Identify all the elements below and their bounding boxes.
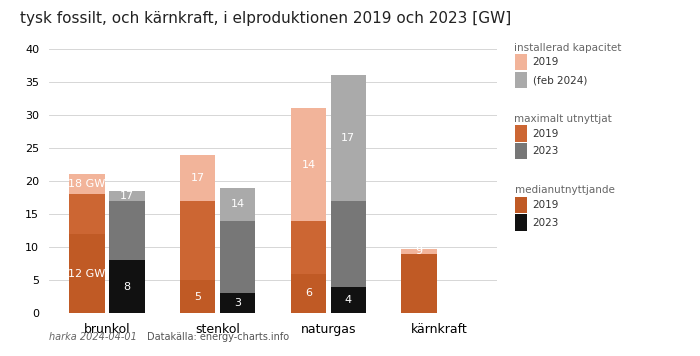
Bar [220,293,256,313]
Bar [330,201,366,287]
Bar [330,75,366,201]
Bar [401,249,437,254]
Text: tysk fossilt, och kärnkraft, i elproduktionen 2019 och 2023 [GW]: tysk fossilt, och kärnkraft, i elprodukt… [20,11,512,26]
Bar [220,188,256,221]
Text: 6: 6 [305,288,312,298]
Text: harka 2024-04-01: harka 2024-04-01 [49,332,137,342]
Bar [290,221,326,274]
Bar [330,287,366,313]
Bar [69,174,105,194]
Bar [220,221,256,293]
Bar [109,191,145,201]
Text: 14: 14 [230,199,244,209]
Bar [290,108,326,221]
Bar [109,260,145,313]
Text: 2019: 2019 [533,57,559,67]
Text: 5: 5 [194,292,201,302]
Text: 17: 17 [341,133,356,143]
Text: 2023: 2023 [533,218,559,227]
Text: 9: 9 [416,246,423,256]
Text: 14: 14 [302,159,316,169]
Text: Datakälla: energy-charts.info: Datakälla: energy-charts.info [147,332,289,342]
Text: 17: 17 [190,173,205,183]
Bar [69,194,105,234]
Bar [180,201,216,280]
Text: 2023: 2023 [533,146,559,156]
Bar [69,234,105,313]
Bar [401,254,437,313]
Text: (feb 2024): (feb 2024) [533,75,587,85]
Bar [180,280,216,313]
Text: 2019: 2019 [533,129,559,138]
Text: 2019: 2019 [533,200,559,210]
Bar [109,201,145,260]
Text: 12 GW: 12 GW [69,269,106,279]
Text: medianutnyttjande: medianutnyttjande [514,185,615,195]
Text: 17: 17 [120,191,134,201]
Text: 8: 8 [123,282,130,292]
Text: installerad kapacitet: installerad kapacitet [514,43,622,53]
Text: 3: 3 [234,298,241,308]
Text: 4: 4 [344,295,352,305]
Text: maximalt utnyttjat: maximalt utnyttjat [514,114,612,124]
Text: 18 GW: 18 GW [69,179,106,189]
Bar [290,274,326,313]
Bar [180,155,216,201]
